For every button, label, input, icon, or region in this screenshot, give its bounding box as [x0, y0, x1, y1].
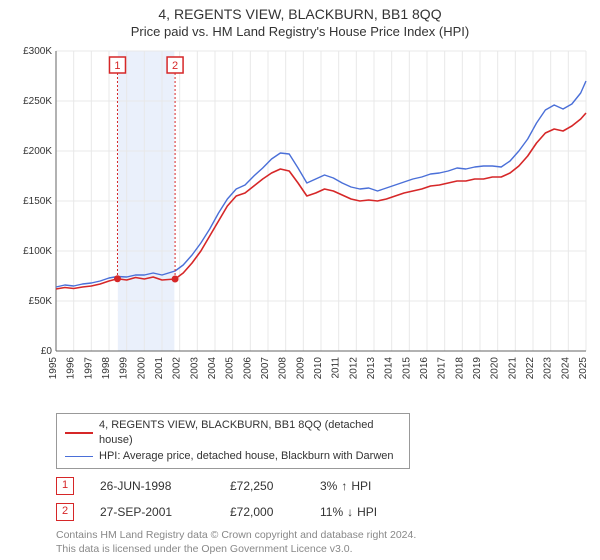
- legend-item-hpi: HPI: Average price, detached house, Blac…: [65, 449, 401, 464]
- svg-text:2023: 2023: [543, 357, 554, 380]
- transaction-price: £72,000: [230, 505, 320, 519]
- svg-text:£300K: £300K: [23, 46, 52, 57]
- svg-text:£100K: £100K: [23, 246, 52, 257]
- svg-text:2019: 2019: [472, 357, 483, 380]
- svg-text:2000: 2000: [136, 357, 147, 380]
- svg-text:£250K: £250K: [23, 96, 52, 107]
- arrow-up-icon: ↑: [341, 479, 347, 493]
- svg-text:1996: 1996: [66, 357, 77, 380]
- transaction-date: 26-JUN-1998: [100, 479, 230, 493]
- svg-text:2020: 2020: [490, 357, 501, 380]
- svg-text:2022: 2022: [525, 357, 536, 380]
- svg-text:2010: 2010: [313, 357, 324, 380]
- chart-title: 4, REGENTS VIEW, BLACKBURN, BB1 8QQ: [10, 6, 590, 22]
- svg-text:2006: 2006: [242, 357, 253, 380]
- transaction-row: 2 27-SEP-2001 £72,000 11% ↓ HPI: [56, 503, 590, 521]
- transaction-price: £72,250: [230, 479, 320, 493]
- svg-text:£0: £0: [41, 346, 53, 357]
- svg-text:2007: 2007: [260, 357, 271, 380]
- svg-text:£200K: £200K: [23, 146, 52, 157]
- svg-text:1997: 1997: [83, 357, 94, 380]
- svg-text:2011: 2011: [331, 357, 342, 379]
- transactions-table: 1 26-JUN-1998 £72,250 3% ↑ HPI 2 27-SEP-…: [56, 477, 590, 521]
- svg-text:£150K: £150K: [23, 196, 52, 207]
- svg-text:1998: 1998: [101, 357, 112, 380]
- arrow-down-icon: ↓: [347, 505, 353, 519]
- svg-text:2003: 2003: [189, 357, 200, 380]
- svg-text:2: 2: [172, 60, 178, 72]
- transaction-date: 27-SEP-2001: [100, 505, 230, 519]
- svg-text:2008: 2008: [278, 357, 289, 380]
- svg-text:2024: 2024: [560, 357, 571, 380]
- svg-text:£50K: £50K: [29, 296, 53, 307]
- svg-text:2002: 2002: [172, 357, 183, 380]
- svg-text:2013: 2013: [366, 357, 377, 380]
- svg-text:2025: 2025: [578, 357, 588, 380]
- transaction-number-box: 1: [56, 477, 74, 495]
- transaction-delta: 11% ↓ HPI: [320, 505, 377, 519]
- svg-text:1995: 1995: [48, 357, 59, 380]
- svg-text:2018: 2018: [454, 357, 465, 380]
- chart-container: 4, REGENTS VIEW, BLACKBURN, BB1 8QQ Pric…: [0, 0, 600, 560]
- svg-text:2012: 2012: [348, 357, 359, 380]
- svg-text:2009: 2009: [295, 357, 306, 380]
- legend: 4, REGENTS VIEW, BLACKBURN, BB1 8QQ (det…: [56, 413, 410, 469]
- svg-text:2001: 2001: [154, 357, 165, 380]
- transaction-row: 1 26-JUN-1998 £72,250 3% ↑ HPI: [56, 477, 590, 495]
- svg-text:2016: 2016: [419, 357, 430, 380]
- chart-subtitle: Price paid vs. HM Land Registry's House …: [10, 24, 590, 39]
- legend-item-property: 4, REGENTS VIEW, BLACKBURN, BB1 8QQ (det…: [65, 418, 401, 449]
- transaction-delta: 3% ↑ HPI: [320, 479, 371, 493]
- footnote: Contains HM Land Registry data © Crown c…: [56, 529, 590, 556]
- svg-text:2005: 2005: [225, 357, 236, 380]
- svg-text:2004: 2004: [207, 357, 218, 380]
- svg-text:1999: 1999: [119, 357, 130, 380]
- price-chart: £0 £50K £100K £150K £200K £250K £300K 1995 1996 1…: [10, 45, 588, 405]
- svg-text:2017: 2017: [437, 357, 448, 380]
- chart-area: £0 £50K £100K £150K £200K £250K £300K 1995 1996 1…: [10, 45, 588, 405]
- svg-text:2015: 2015: [401, 357, 412, 380]
- legend-label: 4, REGENTS VIEW, BLACKBURN, BB1 8QQ (det…: [99, 418, 401, 449]
- transaction-number-box: 2: [56, 503, 74, 521]
- svg-text:2021: 2021: [507, 357, 518, 380]
- legend-label: HPI: Average price, detached house, Blac…: [99, 449, 394, 464]
- svg-text:1: 1: [114, 60, 120, 72]
- svg-text:2014: 2014: [384, 357, 395, 380]
